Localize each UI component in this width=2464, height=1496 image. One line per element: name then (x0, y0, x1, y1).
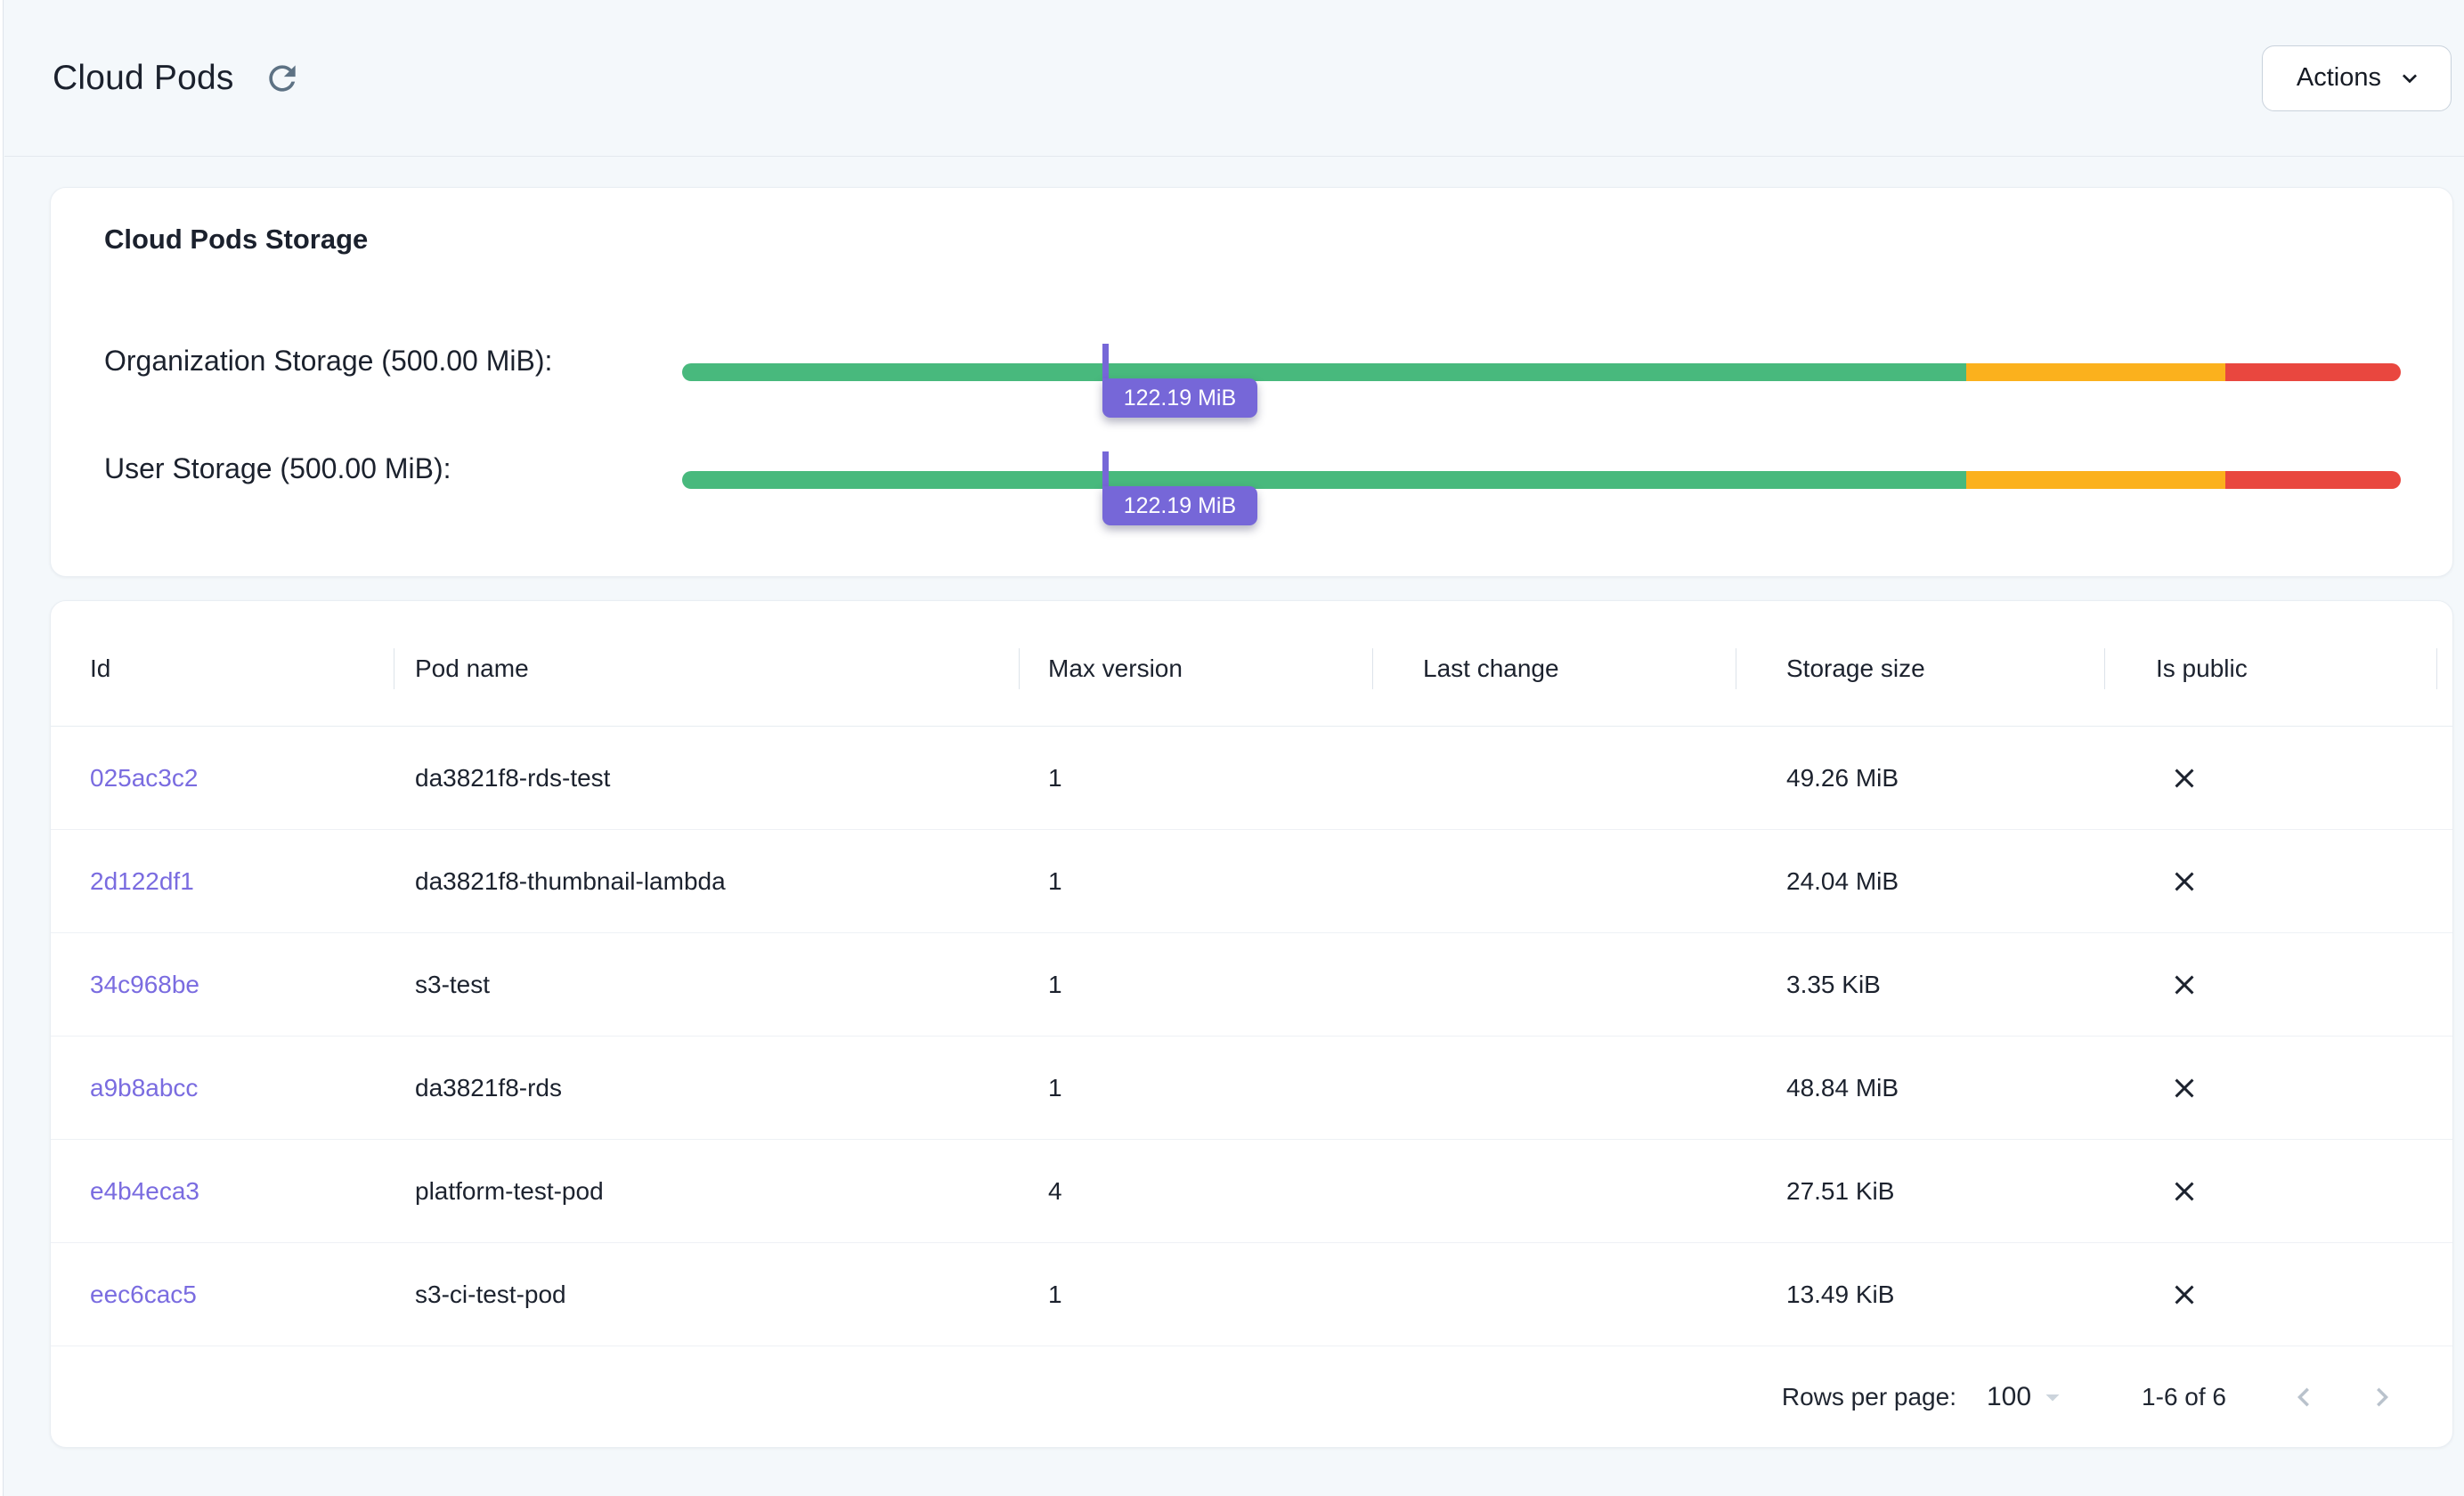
not-public-icon (2175, 1078, 2194, 1097)
max-version-cell: 1 (1048, 1280, 1062, 1308)
pod-name-cell: da3821f8-rds-test (415, 763, 611, 792)
table-row: eec6cac5 s3-ci-test-pod 1 13.49 KiB (51, 1243, 2452, 1346)
column-header-max-version-label: Max version (1048, 654, 1183, 682)
column-header-last-change[interactable]: Last change (1373, 612, 1736, 726)
table-row: a9b8abcc da3821f8-rds 1 48.84 MiB (51, 1037, 2452, 1140)
org-storage-track (682, 363, 2401, 381)
table-header-row: Id Pod name Max version Last change Stor… (51, 601, 2452, 727)
column-header-id[interactable]: Id (51, 612, 394, 726)
is-public-cell (2105, 866, 2437, 898)
actions-button-label: Actions (2296, 63, 2381, 92)
user-storage-amber-segment (1965, 471, 2226, 489)
page-title: Cloud Pods (53, 58, 234, 97)
is-public-cell (2105, 1072, 2437, 1104)
org-storage-amber-segment (1965, 363, 2226, 381)
max-version-cell: 4 (1048, 1176, 1062, 1205)
pod-id-link[interactable]: e4b4eca3 (90, 1176, 200, 1205)
rows-per-page-value: 100 (1986, 1382, 2032, 1411)
storage-size-cell: 27.51 KiB (1786, 1176, 1895, 1205)
user-storage-usage-marker: 122.19 MiB (1102, 451, 1258, 525)
not-public-icon (2175, 768, 2194, 787)
pod-id-link[interactable]: a9b8abcc (90, 1073, 199, 1102)
column-header-storage-size[interactable]: Storage size (1736, 612, 2105, 726)
is-public-cell (2105, 1279, 2437, 1311)
column-header-last-change-label: Last change (1423, 654, 1559, 682)
user-storage-green-segment (682, 471, 1966, 489)
is-public-cell (2105, 1175, 2437, 1207)
user-storage-red-segment (2225, 471, 2401, 489)
user-storage-usage-tooltip: 122.19 MiB (1102, 486, 1258, 525)
pod-id-link[interactable]: eec6cac5 (90, 1280, 197, 1308)
pod-id-link[interactable]: 025ac3c2 (90, 763, 199, 792)
storage-size-cell: 49.26 MiB (1786, 763, 1899, 792)
actions-button[interactable]: Actions (2261, 45, 2452, 111)
user-storage-label: User Storage (500.00 MiB): (104, 452, 451, 484)
chevron-down-icon (2403, 73, 2417, 83)
table-row: 025ac3c2 da3821f8-rds-test 1 49.26 MiB (51, 727, 2452, 830)
chevron-left-icon (2297, 1387, 2309, 1407)
table-pagination: Rows per page: 100 1-6 of 6 (51, 1346, 2452, 1447)
column-header-pod-name[interactable]: Pod name (394, 612, 1020, 726)
column-header-is-public[interactable]: Is public (2105, 612, 2437, 726)
column-header-storage-size-label: Storage size (1786, 654, 1925, 682)
pod-name-cell: s3-test (415, 970, 491, 998)
pod-id-link[interactable]: 34c968be (90, 970, 200, 998)
not-public-icon (2175, 872, 2194, 890)
storage-card-title: Cloud Pods Storage (104, 224, 369, 255)
max-version-cell: 1 (1048, 1073, 1062, 1102)
user-storage-bar: 122.19 MiB (682, 451, 2401, 525)
pod-name-cell: da3821f8-rds (415, 1073, 563, 1102)
storage-size-cell: 48.84 MiB (1786, 1073, 1899, 1102)
previous-page-button[interactable] (2273, 1366, 2335, 1428)
refresh-button[interactable] (257, 53, 307, 103)
not-public-icon (2175, 1285, 2194, 1304)
max-version-cell: 1 (1048, 970, 1062, 998)
column-header-id-label: Id (90, 654, 111, 682)
org-storage-usage-marker: 122.19 MiB (1102, 344, 1258, 418)
next-page-button[interactable] (2351, 1366, 2413, 1428)
max-version-cell: 1 (1048, 866, 1062, 895)
pod-id-link[interactable]: 2d122df1 (90, 866, 194, 895)
org-storage-red-segment (2225, 363, 2401, 381)
not-public-icon (2175, 1182, 2194, 1200)
storage-size-cell: 3.35 KiB (1786, 970, 1881, 998)
not-public-icon (2175, 975, 2194, 994)
rows-per-page-select[interactable]: 100 (1987, 1381, 2069, 1413)
org-storage-bar: 122.19 MiB (682, 344, 2401, 418)
rows-per-page-label: Rows per page: (1781, 1383, 1956, 1411)
org-storage-green-segment (682, 363, 1966, 381)
pod-name-cell: s3-ci-test-pod (415, 1280, 566, 1308)
max-version-cell: 1 (1048, 763, 1062, 792)
is-public-cell (2105, 969, 2437, 1001)
column-header-is-public-label: Is public (2156, 654, 2248, 682)
dropdown-arrow-icon (2045, 1394, 2060, 1402)
refresh-icon (268, 64, 296, 92)
storage-size-cell: 13.49 KiB (1786, 1280, 1895, 1308)
table-row: 2d122df1 da3821f8-thumbnail-lambda 1 24.… (51, 830, 2452, 933)
pagination-range-label: 1-6 of 6 (2142, 1383, 2226, 1411)
window-edge (0, 0, 4, 1496)
org-storage-usage-tooltip: 122.19 MiB (1102, 378, 1258, 418)
table-row: e4b4eca3 platform-test-pod 4 27.51 KiB (51, 1140, 2452, 1243)
is-public-cell (2105, 762, 2437, 794)
org-storage-label: Organization Storage (500.00 MiB): (104, 345, 553, 377)
user-storage-track (682, 471, 2401, 489)
page-header: Cloud Pods Actions (4, 0, 2464, 157)
pod-name-cell: da3821f8-thumbnail-lambda (415, 866, 726, 895)
storage-card: Cloud Pods Storage Organization Storage … (50, 187, 2453, 577)
storage-size-cell: 24.04 MiB (1786, 866, 1899, 895)
pods-table-card: Id Pod name Max version Last change Stor… (50, 600, 2453, 1448)
pod-name-cell: platform-test-pod (415, 1176, 604, 1205)
table-row: 34c968be s3-test 1 3.35 KiB (51, 933, 2452, 1037)
column-header-max-version[interactable]: Max version (1020, 612, 1373, 726)
chevron-right-icon (2377, 1387, 2388, 1407)
column-header-pod-name-label: Pod name (415, 654, 529, 682)
